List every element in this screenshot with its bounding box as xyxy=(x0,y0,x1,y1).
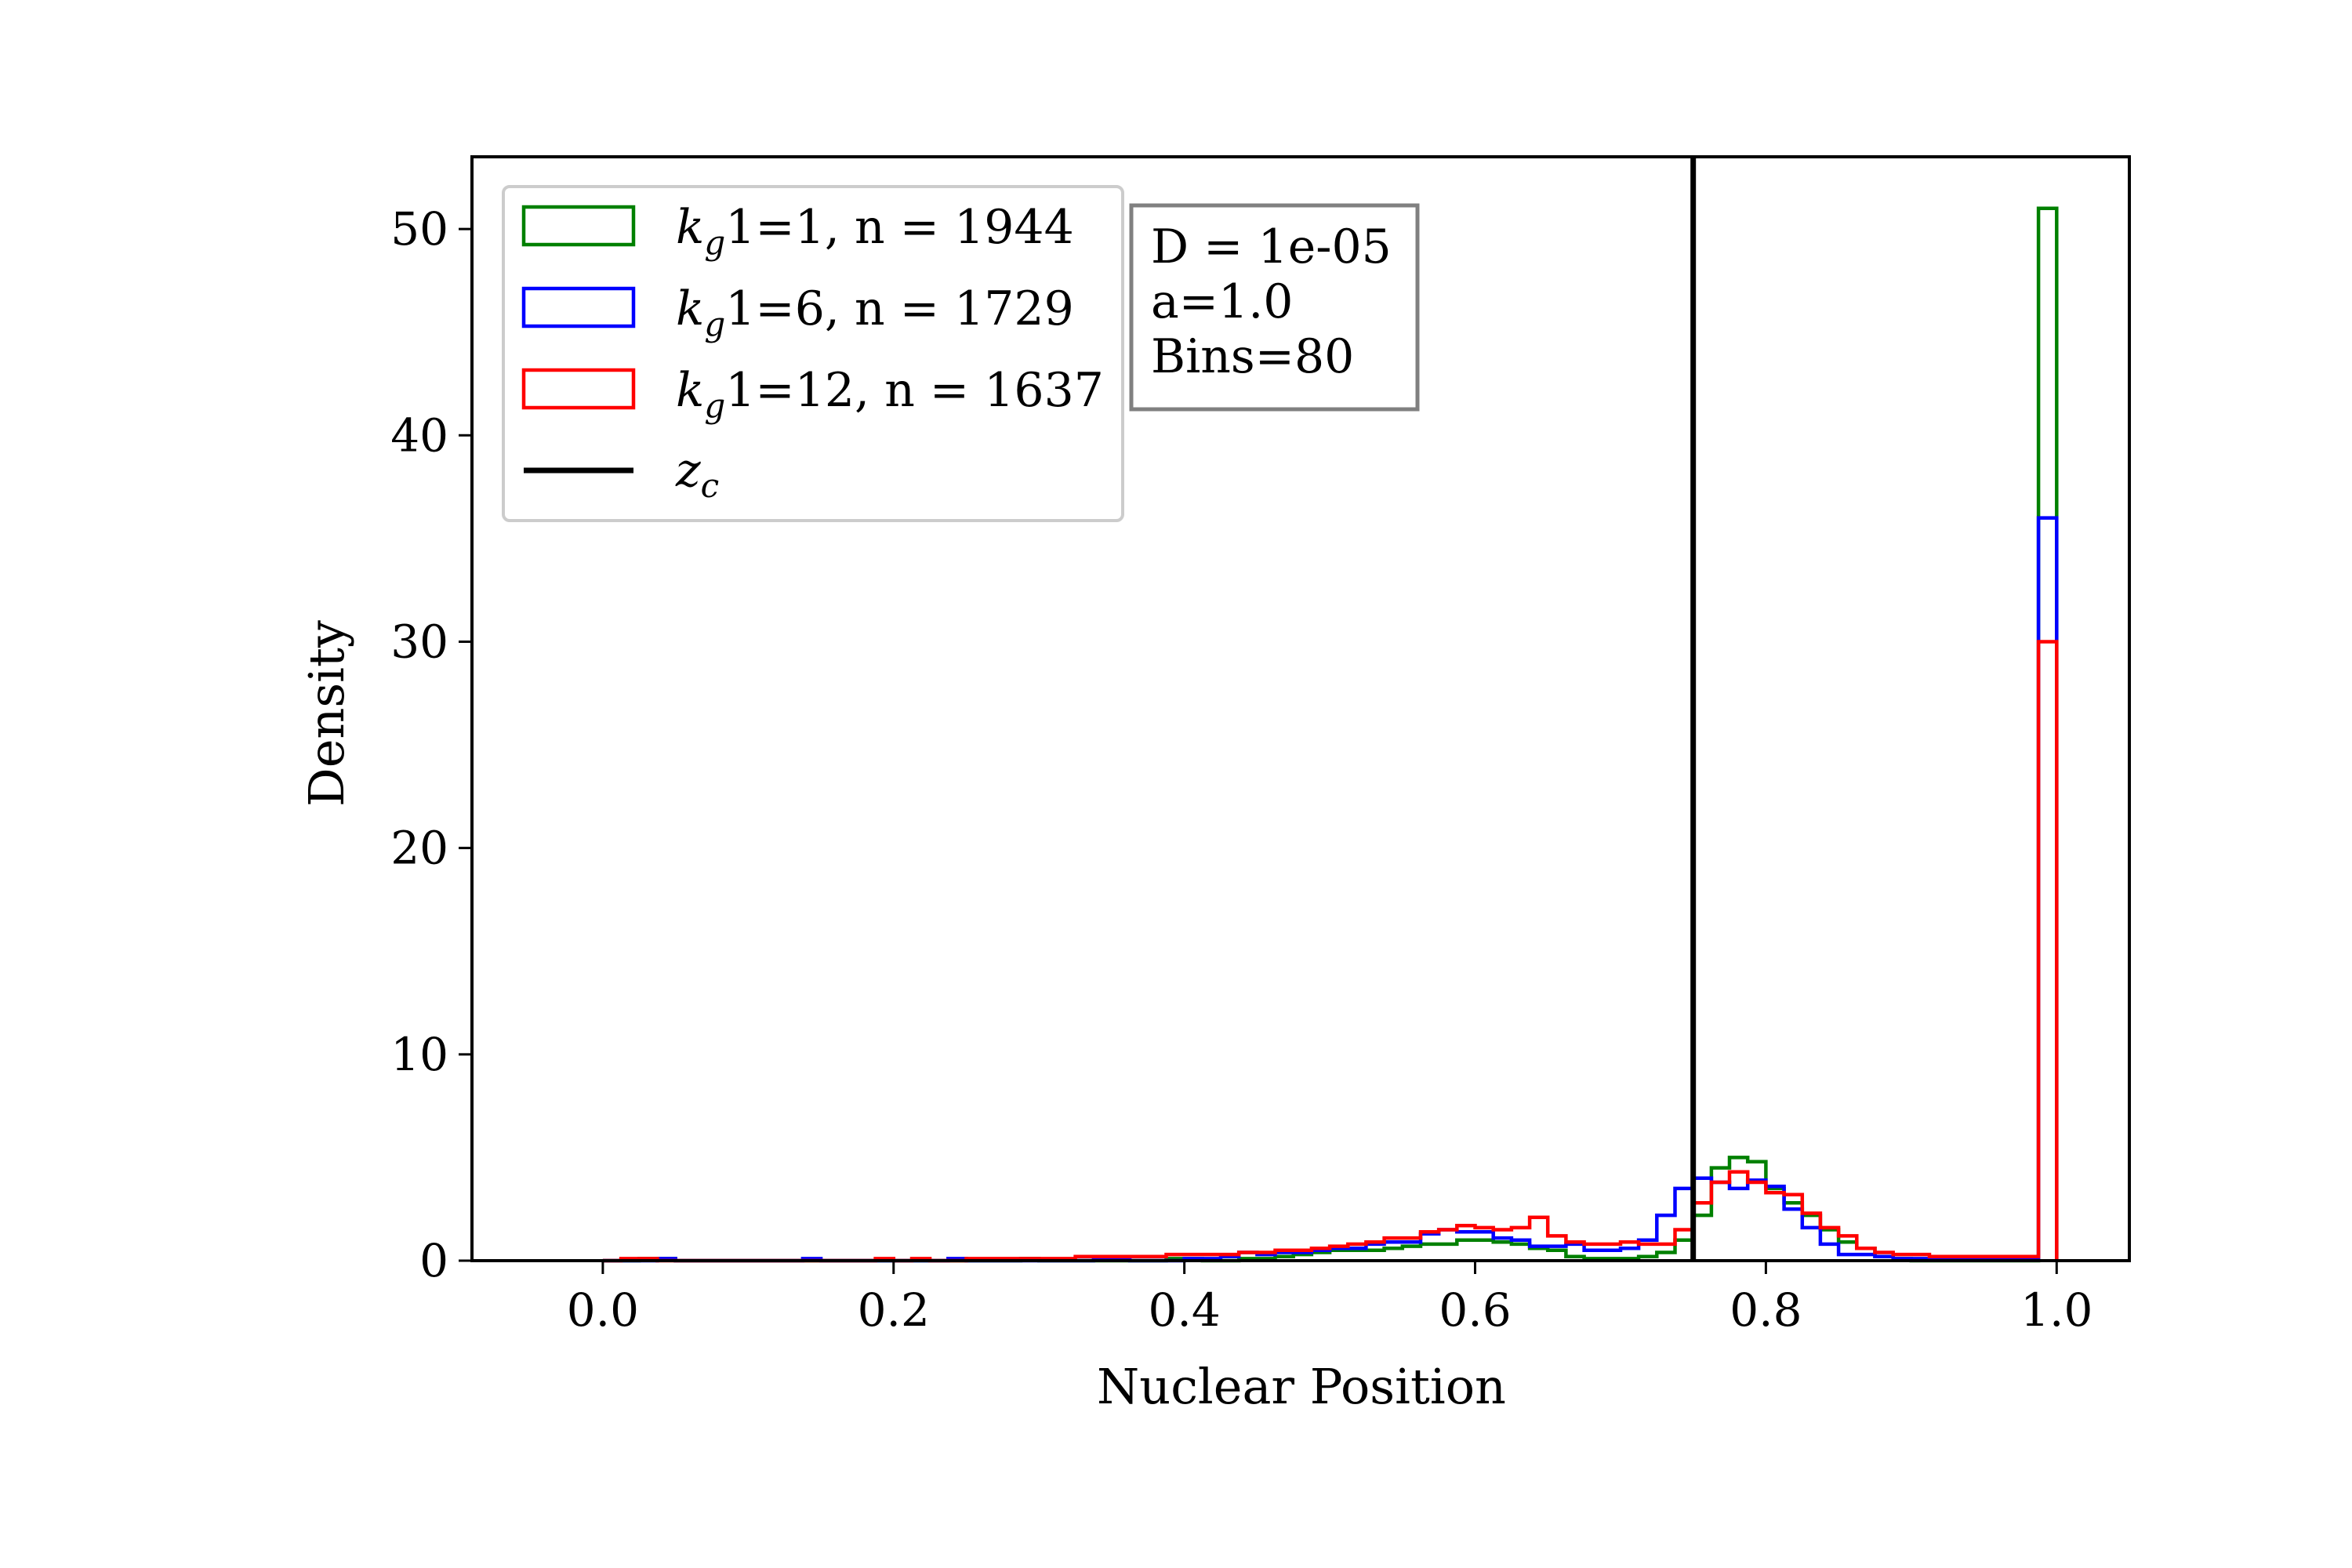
x-tick-label: 0.0 xyxy=(567,1283,639,1337)
legend-label-1: kg1=1, n = 1944 xyxy=(676,200,1074,262)
legend-label-4: zc xyxy=(675,443,719,505)
annotation-line-3: Bins=80 xyxy=(1151,329,1354,384)
legend-swatch-1 xyxy=(521,205,636,247)
y-tick-label: 20 xyxy=(390,822,448,875)
y-axis-label: Density xyxy=(298,620,355,807)
x-tick-label: 0.6 xyxy=(1439,1283,1511,1337)
y-tick-label: 30 xyxy=(390,615,448,668)
y-tick-label: 50 xyxy=(390,202,448,256)
x-axis-label: Nuclear Position xyxy=(1097,1358,1506,1415)
y-tick-label: 10 xyxy=(390,1028,448,1081)
y-tick-label: 0 xyxy=(419,1234,448,1287)
legend-swatch-3 xyxy=(521,368,636,410)
axes: 0.0 0.2 0.4 0.6 0.8 1.0 0 10 20 30 40 50 xyxy=(390,155,2131,1337)
annotation-line-2: a=1.0 xyxy=(1151,274,1293,329)
x-tick-label: 0.2 xyxy=(858,1283,930,1337)
legend-label-3: kg1=12, n = 1637 xyxy=(676,363,1104,425)
x-tick-label: 0.8 xyxy=(1730,1283,1802,1337)
annotation-box: D = 1e-05 a=1.0 Bins=80 xyxy=(1129,203,1420,412)
legend: kg1=1, n = 1944 kg1=6, n = 1729 kg1=12, n … xyxy=(502,185,1124,522)
axes-frame xyxy=(470,155,2131,1262)
histogram-series-3 xyxy=(602,640,2059,1263)
legend-frame xyxy=(502,185,1124,522)
x-tick-label: 1.0 xyxy=(2020,1283,2092,1337)
annotation-frame xyxy=(1129,203,1420,412)
histogram-series-2 xyxy=(602,516,2059,1263)
y-tick-label: 40 xyxy=(390,408,448,462)
legend-label-2: kg1=6, n = 1729 xyxy=(676,281,1074,343)
annotation-line-1: D = 1e-05 xyxy=(1151,220,1392,274)
x-tick-label: 0.4 xyxy=(1149,1283,1221,1337)
legend-swatch-2 xyxy=(521,286,636,328)
